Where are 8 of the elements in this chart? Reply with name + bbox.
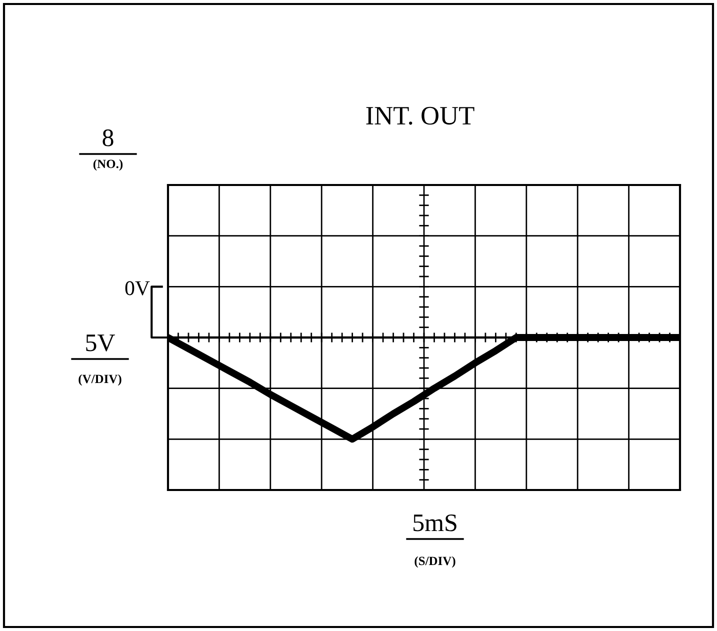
text: 5mS bbox=[414, 514, 456, 532]
text: (V/DIV) bbox=[78, 374, 122, 386]
text: 5V bbox=[86, 334, 115, 352]
text: (S/DIV) bbox=[414, 556, 456, 568]
text: (NO.) bbox=[93, 159, 123, 171]
ref-line-label: 0V bbox=[125, 281, 150, 296]
chart-title: INT. OUT bbox=[366, 106, 474, 125]
text: 8 bbox=[102, 129, 114, 146]
